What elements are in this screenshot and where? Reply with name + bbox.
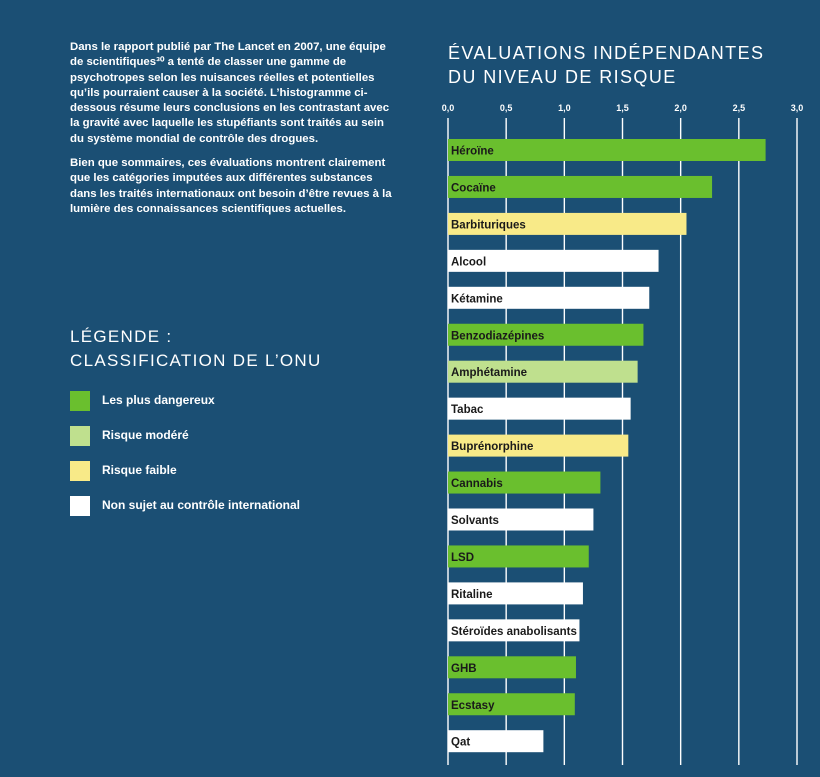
bar-label: Cocaïne (451, 182, 496, 194)
bar (448, 471, 601, 494)
bar (448, 545, 589, 568)
bar-label: Buprénorphine (451, 441, 533, 453)
bar-label: LSD (451, 552, 474, 564)
chart-title-line-2: DU NIVEAU DE RISQUE (448, 67, 677, 87)
bar-label: Qat (451, 737, 470, 749)
intro-text: Dans le rapport publié par The Lancet en… (70, 40, 400, 226)
legend-label-low-risk: Risque faible (102, 463, 177, 477)
chart-title: ÉVALUATIONS INDÉPENDANTES DU NIVEAU DE R… (448, 41, 764, 89)
x-tick-label: 0,5 (500, 103, 513, 113)
bar (448, 212, 687, 235)
bar (448, 360, 638, 383)
bar-label: Tabac (451, 404, 484, 416)
legend-swatch-low-risk (70, 461, 90, 481)
x-tick-label: 1,0 (558, 103, 571, 113)
bar-label: Solvants (451, 515, 499, 527)
bar (448, 693, 575, 716)
intro-paragraph-1: Dans le rapport publié par The Lancet en… (70, 41, 390, 145)
bar-label: Kétamine (451, 293, 503, 305)
bar (448, 139, 766, 161)
bar (448, 397, 631, 420)
legend-label-most-dangerous: Les plus dangereux (102, 393, 215, 407)
x-tick-label: 2,0 (674, 103, 687, 113)
bar (448, 323, 644, 346)
bar-label: Héroïne (451, 146, 494, 158)
bar-label: Cannabis (451, 478, 503, 490)
bar (448, 249, 659, 272)
legend-swatch-most-dangerous (70, 391, 90, 411)
bar (448, 286, 650, 309)
x-tick-label: 3,0 (791, 103, 804, 113)
chart-title-line-1: ÉVALUATIONS INDÉPENDANTES (448, 43, 765, 63)
legend-swatch-not-controlled (70, 496, 90, 516)
bar (448, 175, 713, 198)
x-tick-label: 2,5 (733, 103, 746, 113)
bar (448, 508, 594, 531)
bar (448, 582, 583, 605)
intro-paragraph-2: Bien que sommaires, ces évaluations mont… (70, 157, 392, 215)
bar-label: Ritaline (451, 589, 493, 601)
bar-label: Alcool (451, 256, 486, 268)
legend-title-line-1: LÉGENDE : (70, 327, 173, 346)
x-tick-label: 0,0 (442, 103, 455, 113)
bar (448, 619, 580, 642)
bar-label: Barbituriques (451, 219, 526, 231)
bar-label: Amphétamine (451, 367, 527, 379)
bar-label: GHB (451, 663, 477, 675)
legend-swatch-moderate-risk (70, 426, 90, 446)
legend-title: LÉGENDE : CLASSIFICATION DE L’ONU (70, 325, 322, 373)
bar (448, 434, 629, 457)
bar-label: Ecstasy (451, 700, 495, 712)
bar-label: Benzodiazépines (451, 330, 544, 342)
bar-label: Stéroïdes anabolisants (451, 626, 577, 638)
legend-label-moderate-risk: Risque modéré (102, 428, 189, 442)
legend-label-not-controlled: Non sujet au contrôle international (102, 498, 301, 512)
bar (448, 730, 544, 753)
bar (448, 656, 576, 679)
x-tick-label: 1,5 (616, 103, 629, 113)
legend-title-line-2: CLASSIFICATION DE L’ONU (70, 351, 322, 370)
